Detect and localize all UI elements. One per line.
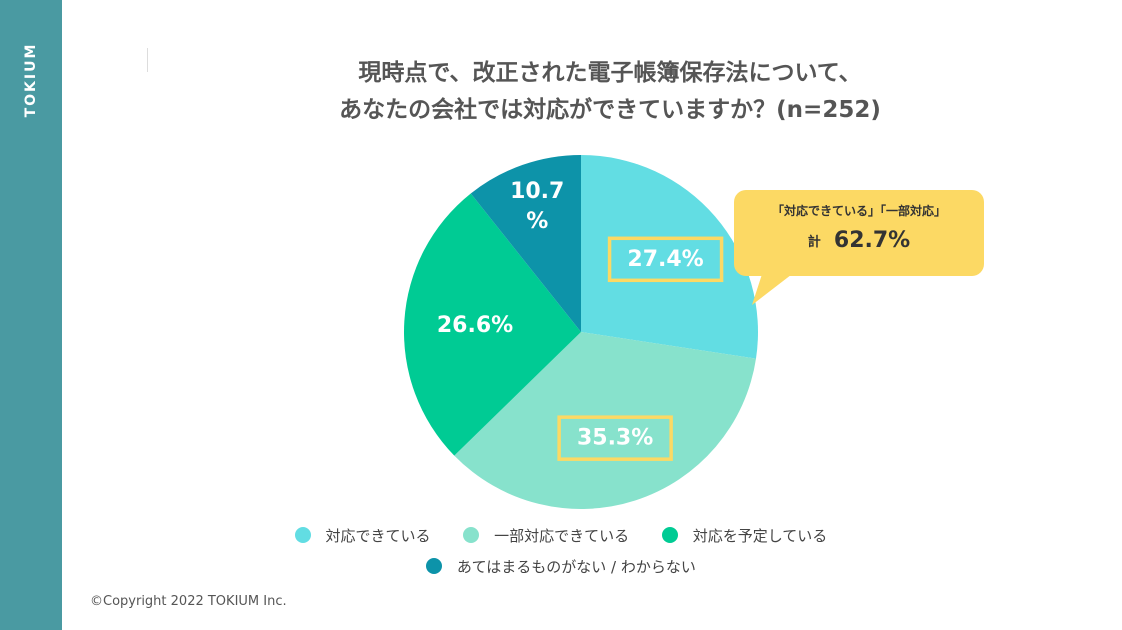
pie-slice — [470, 155, 581, 332]
highlight-box — [557, 415, 673, 461]
pie-slice — [581, 155, 758, 359]
legend-label: あてはまるものがない / わからない — [456, 558, 696, 576]
legend-dot-icon — [426, 558, 443, 574]
slice-label: 26.6% — [437, 313, 513, 338]
callout-prefix: 計 — [807, 235, 821, 250]
pie-slice — [454, 332, 756, 510]
pie-slice — [404, 193, 581, 456]
legend-item: 一部対応できている — [463, 525, 629, 546]
callout-label: 「対応できている」「一部対応」 — [771, 204, 946, 218]
legend-label: 対応できている — [325, 527, 431, 545]
legend-dot-icon — [463, 527, 480, 543]
slice-label: 10.7 — [510, 179, 564, 204]
copyright: ©Copyright 2022 TOKIUM Inc. — [90, 594, 287, 609]
callout-box: 「対応できている」「一部対応」 計 62.7% — [734, 190, 984, 276]
legend-row-1: 対応できている 一部対応できている 対応を予定している — [0, 525, 1122, 546]
callout-total: 計 62.7% — [734, 228, 984, 253]
legend-dot-icon — [661, 527, 678, 543]
legend-item: あてはまるものがない / わからない — [426, 556, 696, 577]
chart-title-line-1: 現時点で、改正された電子帳簿保存法について、 — [358, 60, 862, 86]
legend-label: 一部対応できている — [494, 527, 630, 545]
slice-label: 27.4% — [627, 247, 703, 272]
slice-label: % — [526, 209, 548, 234]
callout-value: 62.7% — [833, 228, 911, 253]
chart-title-line-2: あなたの会社では対応ができていますか？(n=252) — [339, 97, 881, 123]
legend-label: 対応を予定している — [692, 527, 828, 545]
sidebar: TOKIUM — [0, 0, 62, 630]
legend-dot-icon — [294, 527, 311, 543]
divider — [147, 48, 148, 72]
legend-item: 対応を予定している — [661, 525, 828, 546]
legend-item: 対応できている — [294, 525, 431, 546]
callout-tail — [752, 268, 800, 305]
chart-title: 現時点で、改正された電子帳簿保存法について、 あなたの会社では対応ができています… — [150, 55, 1070, 129]
legend-row-2: あてはまるものがない / わからない — [0, 556, 1122, 577]
slice-label: 35.3% — [577, 426, 653, 451]
highlight-box — [607, 236, 724, 283]
